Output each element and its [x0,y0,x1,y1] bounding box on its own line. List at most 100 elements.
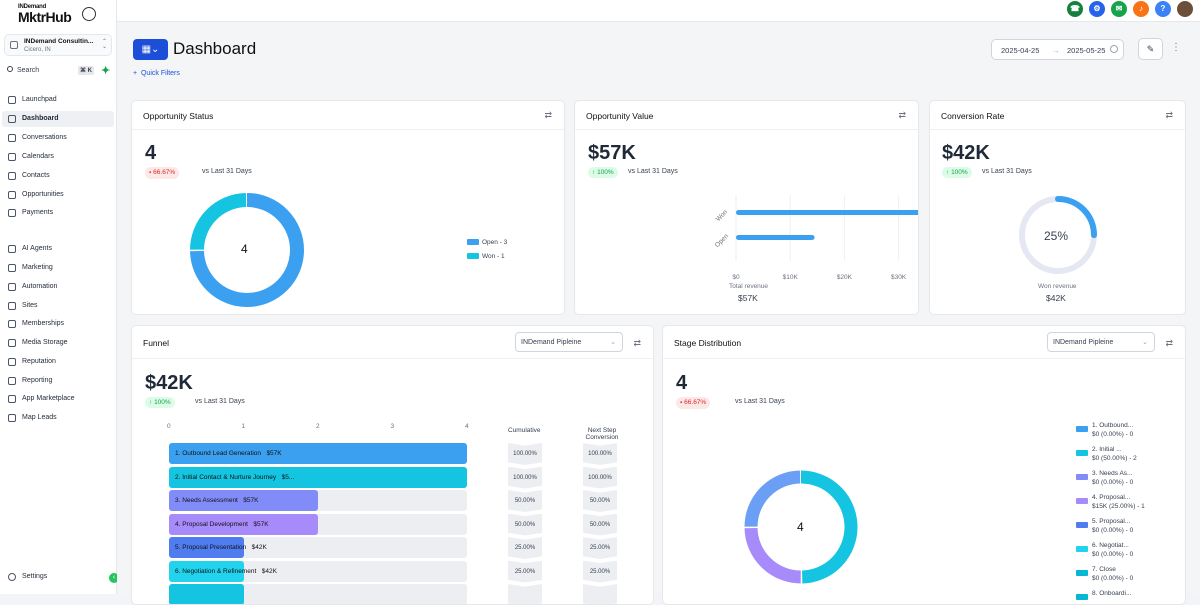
swap-icon[interactable]: ⇄ [1165,110,1173,120]
legend-detail: $0 (0.00%) - 0 [1092,551,1134,558]
sidebar: INDemand MktrHub INDemand Consultin... C… [0,0,119,594]
sidebar-item-settings[interactable]: Settings [2,569,114,585]
swap-icon[interactable]: ⇄ [1165,338,1173,348]
next-step-cell: 50.00% [583,490,617,512]
pipeline-select[interactable]: INDemand Pipleine ⌄ [515,332,623,352]
sidebar-item[interactable]: Media Storage [2,335,114,351]
sidebar-item[interactable]: Reputation [2,354,114,370]
conversion-value: $42K [942,142,990,164]
date-range-picker[interactable]: 2025-04-25 → 2025-05-25 [991,39,1124,60]
funnel-bar-label: 5. Proposal Presentation $42K [175,544,267,551]
sidebar-item[interactable]: Sites [2,298,114,314]
sidebar-item-label: Settings [22,573,48,580]
sidebar-item[interactable]: AI Agents [2,241,114,257]
sidebar-item[interactable]: Launchpad [2,92,114,108]
brand-logo[interactable]: INDemand MktrHub [18,4,98,26]
sidebar-item[interactable]: Opportunities [2,187,114,203]
phone-icon[interactable]: ☎ [1067,1,1083,17]
chevron-down-icon: ⌄ [1142,339,1148,346]
funnel-bar[interactable] [169,537,244,558]
next-step-header: Next Step Conversion [585,427,619,441]
avatar[interactable] [1177,1,1193,17]
sidebar-item[interactable]: Marketing [2,260,114,276]
sidebar-item[interactable]: Memberships [2,316,114,332]
swap-icon[interactable]: ⇄ [544,110,552,120]
funnel-bar[interactable] [169,560,244,582]
sidebar-item[interactable]: Contacts [2,168,114,184]
bell-icon[interactable]: ♪ [1133,1,1149,17]
pipeline-select[interactable]: INDemand Pipleine ⌄ [1047,332,1155,352]
next-step-cell: 25.00% [583,560,617,583]
sidebar-item-label: Media Storage [22,339,68,346]
funnel-card: Funnel INDemand Pipleine ⌄ ⇄ $42K ↑ 100% … [131,325,654,605]
vs-label: vs Last 31 Days [735,398,785,405]
vs-label: vs Last 31 Days [982,168,1032,175]
cumulative-cell: 25.00% [508,537,542,559]
sidebar-item-label: Opportunities [22,191,64,198]
pipeline-select-value: INDemand Pipleine [1053,339,1114,346]
dashboard-main: ▦⌄ Dashboard + Quick Filters 2025-04-25 … [117,22,1200,605]
more-options-icon[interactable]: ⋮ [1171,42,1181,53]
x-tick-label: $0 [732,274,740,281]
funnel-axis-tick: 1 [241,423,246,430]
quick-add-icon[interactable]: ✦ [101,65,111,77]
sidebar-item[interactable]: Conversations [2,130,114,146]
funnel-bar[interactable] [169,513,318,535]
account-switcher[interactable]: INDemand Consultin... Cicero, IN ⌃ ⌄ [4,34,112,56]
automation-icon[interactable]: ⚙ [1089,1,1105,17]
funnel-stage-name: 5. Proposal Presentation [175,544,247,551]
conversion-rate-card: Conversion Rate ⇄ $42K ↑ 100% vs Last 31… [929,100,1186,315]
legend-name: 3. Needs As... [1092,470,1133,477]
sidebar-item[interactable]: Payments [2,205,114,221]
sidebar-item-label: Reputation [22,358,56,365]
quick-filters-link[interactable]: + Quick Filters [133,70,180,77]
media-icon [8,339,16,347]
conversion-percent: 25% [1044,229,1069,243]
legend-detail: $0 (0.00%) - 0 [1092,479,1134,486]
legend-item: Open - 3 [467,239,507,246]
quick-filters-label: Quick Filters [140,70,180,77]
funnel-stage-amount: $5... [281,473,295,481]
funnel-axis-tick: 3 [390,423,395,430]
funnel-bar[interactable] [169,443,467,464]
legend-name: 8. Onboardi... [1092,590,1132,597]
search-shortcut: ⌘ K [78,66,94,75]
sidebar-item[interactable]: Map Leads [2,410,114,426]
vs-label: vs Last 31 Days [202,168,252,175]
legend-swatch [1076,474,1088,480]
map-pin-icon [8,414,16,422]
change-badge: ↑ 100% [145,397,175,408]
card-title: Stage Distribution [674,338,742,348]
sidebar-item[interactable]: Reporting [2,373,114,389]
sidebar-item[interactable]: Dashboard [2,111,114,127]
legend-swatch [467,253,479,260]
collapse-sidebar-icon[interactable]: ‹ [109,573,119,583]
dashboard-switcher-button[interactable]: ▦⌄ [133,39,168,60]
sidebar-item[interactable]: Calendars [2,149,114,165]
account-location: Cicero, IN [24,47,51,53]
change-value: 66.67% [684,399,707,406]
automation-icon [8,283,16,291]
swap-icon[interactable]: ⇄ [898,110,906,120]
card-title: Opportunity Value [586,111,654,121]
sidebar-item-label: Dashboard [22,115,59,122]
legend-swatch [1076,450,1088,456]
edit-dashboard-button[interactable]: ✎ [1138,38,1163,60]
search-bar[interactable]: Search ⌘ K ✦ [4,64,112,78]
brand-name: MktrHub [18,9,72,25]
help-icon[interactable]: ? [1155,1,1171,17]
star-icon [8,358,16,366]
legend-swatch [467,239,479,246]
legend-name: 1. Outbound... [1092,422,1134,429]
stage-count: 4 [676,372,688,394]
page-title: Dashboard [173,39,257,58]
swap-icon[interactable]: ⇄ [633,338,641,348]
vs-label: vs Last 31 Days [628,168,678,175]
funnel-bar[interactable] [169,490,318,511]
sidebar-item[interactable]: Automation [2,279,114,295]
sidebar-item[interactable]: App Marketplace [2,391,114,407]
funnel-bar-label: 4. Proposal Development $57K [175,521,269,528]
legend-swatch [1076,498,1088,504]
funnel-bar[interactable] [169,466,467,488]
megaphone-icon[interactable]: ✉ [1111,1,1127,17]
